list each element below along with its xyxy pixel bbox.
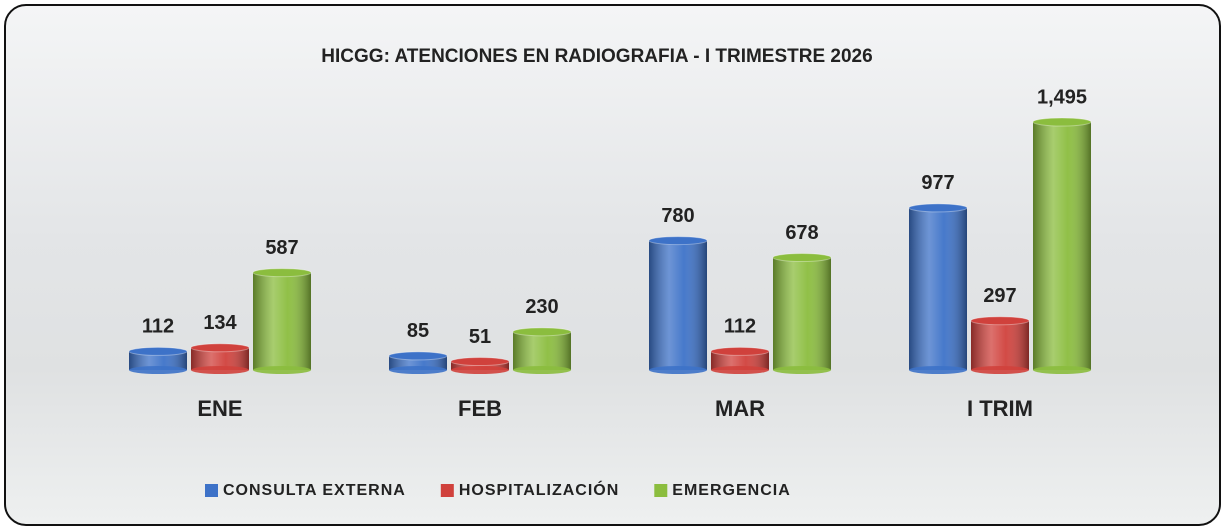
bar-base [451, 366, 509, 374]
bar-cap [389, 352, 447, 360]
legend-label: CONSULTA EXTERNA [223, 482, 406, 499]
value-label: 678 [785, 222, 818, 244]
bar-shade [1033, 122, 1091, 370]
bar-cap [649, 237, 707, 245]
value-label: 1,495 [1037, 86, 1087, 108]
legend-label: HOSPITALIZACIÓN [459, 480, 619, 499]
bar-base [129, 366, 187, 374]
bar-cap [1033, 118, 1091, 126]
x-tick-label: FEB [443, 394, 517, 424]
bar-cap [971, 317, 1029, 325]
bar-base [1033, 366, 1091, 374]
legend-label: EMERGENCIA [672, 482, 790, 499]
value-label: 51 [469, 326, 491, 348]
bar-base [513, 366, 571, 374]
value-label: 134 [203, 312, 237, 334]
x-tick-label: I TRIM [963, 394, 1037, 424]
bar-shade [773, 258, 831, 370]
bar-base [971, 366, 1029, 374]
legend-swatch [205, 484, 218, 497]
value-label: 780 [661, 205, 694, 227]
value-label: 230 [525, 296, 558, 318]
x-tick-label: MAR [703, 394, 777, 424]
value-label: 977 [921, 172, 954, 194]
chart-title: HICGG: ATENCIONES EN RADIOGRAFIA - I TRI… [321, 46, 872, 67]
bar-base [191, 366, 249, 374]
bar-base [253, 366, 311, 374]
bar-cap [909, 204, 967, 212]
legend-swatch [441, 484, 454, 497]
bar-shade [909, 208, 967, 370]
bar-base [711, 366, 769, 374]
value-label: 112 [724, 316, 756, 338]
bar-shade [649, 241, 707, 370]
bar-cap [773, 254, 831, 262]
bar-base [773, 366, 831, 374]
bar-cap [191, 344, 249, 352]
x-tick-label: ENE [183, 394, 257, 424]
value-label: 587 [265, 237, 298, 259]
bar-cap [451, 358, 509, 366]
bar-cap [711, 347, 769, 355]
value-label: 112 [142, 316, 174, 338]
bar-base [649, 366, 707, 374]
bar-shade [971, 321, 1029, 370]
legend-swatch [654, 484, 667, 497]
bar-cap [253, 269, 311, 277]
value-label: 297 [983, 285, 1016, 307]
chart: HICGG: ATENCIONES EN RADIOGRAFIA - I TRI… [0, 0, 1225, 528]
bar-cap [129, 347, 187, 355]
bar-shade [253, 273, 311, 370]
bar-base [909, 366, 967, 374]
bar-shade [513, 332, 571, 370]
bar-base [389, 366, 447, 374]
bar-cap [513, 328, 571, 336]
value-label: 85 [407, 320, 429, 342]
